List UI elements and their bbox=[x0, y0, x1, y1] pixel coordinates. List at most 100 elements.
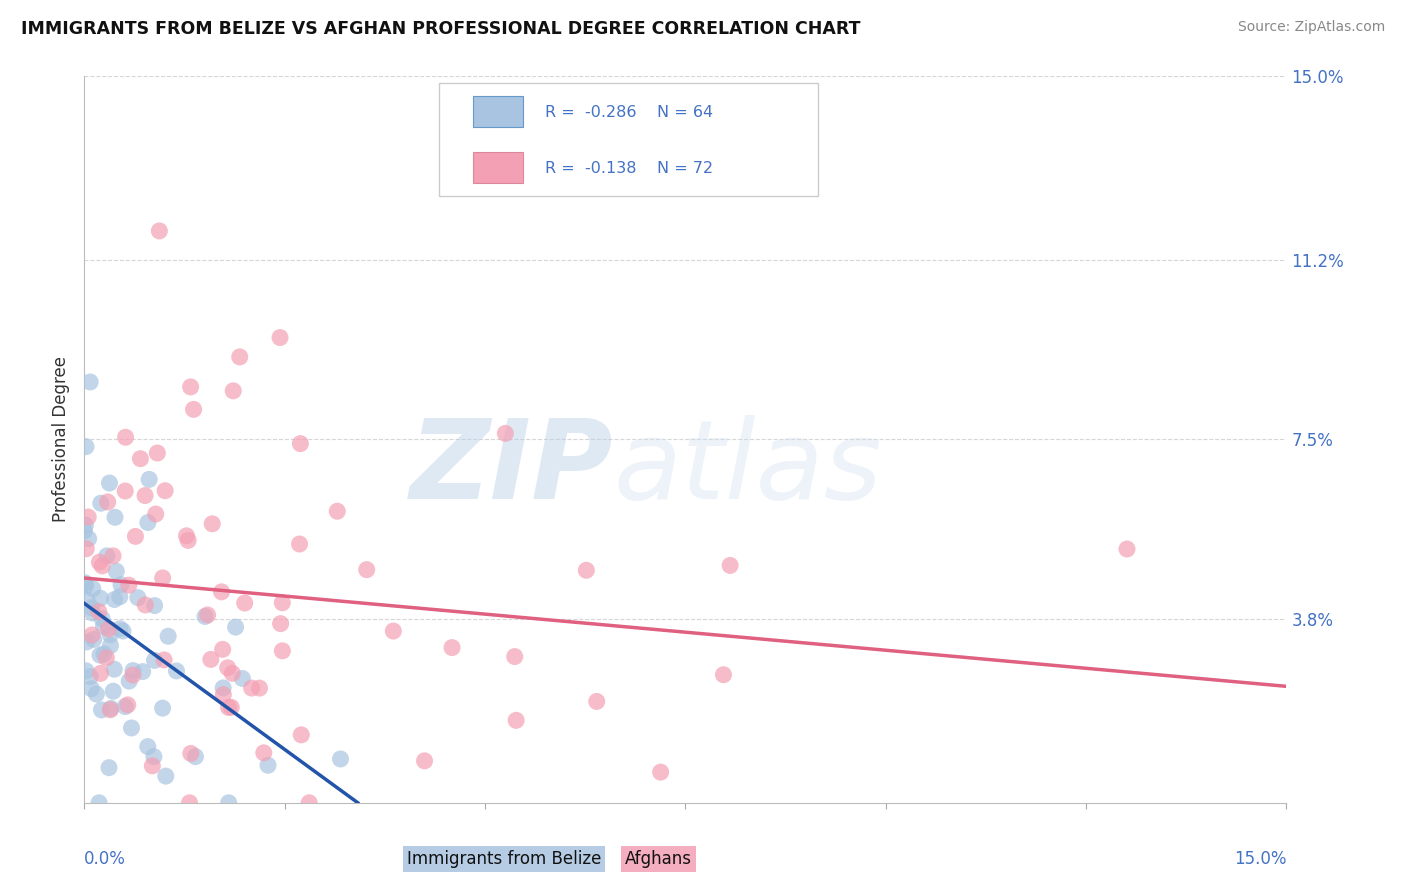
Y-axis label: Professional Degree: Professional Degree bbox=[52, 356, 70, 523]
Bar bbox=[472, 96, 523, 127]
Point bbox=[176, 529, 198, 543]
Point bbox=[127, 591, 149, 605]
Point bbox=[98, 628, 121, 642]
Point bbox=[356, 563, 378, 577]
Point bbox=[290, 436, 312, 450]
Point bbox=[118, 578, 141, 592]
Text: Afghans: Afghans bbox=[626, 850, 692, 868]
Point bbox=[290, 728, 312, 742]
Point bbox=[75, 579, 97, 593]
Point bbox=[108, 622, 131, 636]
Point bbox=[233, 596, 256, 610]
Point bbox=[269, 330, 291, 344]
Point bbox=[114, 430, 136, 444]
Point bbox=[650, 765, 672, 780]
Point bbox=[152, 701, 174, 715]
Point bbox=[183, 402, 205, 417]
Point bbox=[298, 796, 321, 810]
Point bbox=[89, 591, 111, 606]
Point bbox=[270, 616, 292, 631]
Point bbox=[221, 666, 243, 681]
Point bbox=[80, 600, 103, 615]
Text: R =  -0.138    N = 72: R = -0.138 N = 72 bbox=[544, 161, 713, 176]
Point bbox=[503, 649, 526, 664]
Text: 0.0%: 0.0% bbox=[84, 850, 127, 868]
Point bbox=[100, 701, 122, 715]
Point bbox=[1116, 541, 1139, 556]
Point bbox=[77, 510, 100, 524]
Point bbox=[253, 746, 276, 760]
Point bbox=[177, 533, 200, 548]
Point bbox=[75, 575, 97, 590]
Point bbox=[110, 578, 132, 592]
Text: Immigrants from Belize: Immigrants from Belize bbox=[406, 850, 602, 868]
Point bbox=[97, 495, 120, 509]
Point bbox=[143, 653, 166, 667]
Point bbox=[240, 681, 263, 695]
Point bbox=[75, 664, 97, 678]
Point bbox=[152, 571, 174, 585]
Point bbox=[91, 558, 114, 573]
Point bbox=[75, 518, 97, 533]
Point bbox=[180, 380, 202, 394]
Point bbox=[271, 596, 294, 610]
Point bbox=[129, 451, 152, 466]
Point bbox=[138, 472, 160, 486]
Point bbox=[134, 598, 156, 612]
Point bbox=[505, 714, 527, 728]
Point bbox=[82, 582, 104, 596]
Point bbox=[98, 475, 121, 490]
Point bbox=[218, 700, 240, 714]
Point bbox=[180, 747, 202, 761]
Text: atlas: atlas bbox=[613, 415, 882, 522]
Point bbox=[103, 684, 125, 698]
Point bbox=[96, 650, 118, 665]
Point bbox=[79, 670, 101, 684]
Point bbox=[118, 674, 141, 689]
FancyBboxPatch shape bbox=[439, 83, 818, 195]
Point bbox=[221, 700, 243, 714]
Point bbox=[122, 664, 145, 678]
Point bbox=[122, 668, 145, 682]
Point bbox=[101, 549, 124, 563]
Text: Source: ZipAtlas.com: Source: ZipAtlas.com bbox=[1237, 20, 1385, 34]
Text: R =  -0.286    N = 64: R = -0.286 N = 64 bbox=[544, 104, 713, 120]
Point bbox=[157, 629, 180, 643]
Point bbox=[288, 537, 311, 551]
Point bbox=[104, 510, 127, 524]
Point bbox=[494, 426, 516, 441]
Point bbox=[382, 624, 405, 638]
Point bbox=[103, 592, 125, 607]
Point bbox=[97, 622, 120, 636]
Point bbox=[98, 703, 121, 717]
Point bbox=[124, 529, 146, 543]
Point bbox=[91, 612, 114, 626]
Point bbox=[108, 590, 131, 604]
Point bbox=[145, 507, 167, 521]
Point bbox=[212, 688, 235, 702]
Point bbox=[80, 681, 103, 696]
Point bbox=[77, 532, 100, 546]
Point bbox=[713, 667, 735, 681]
Point bbox=[87, 796, 110, 810]
Point bbox=[80, 628, 103, 642]
Point bbox=[89, 666, 111, 681]
Point bbox=[212, 681, 235, 695]
Point bbox=[249, 681, 271, 695]
Point bbox=[153, 653, 176, 667]
Point bbox=[231, 672, 253, 686]
Point bbox=[211, 642, 233, 657]
Point bbox=[575, 563, 598, 577]
Point bbox=[114, 699, 136, 714]
Point bbox=[121, 721, 143, 735]
Point bbox=[194, 609, 217, 624]
Point bbox=[76, 593, 98, 607]
Point bbox=[76, 635, 98, 649]
Point bbox=[141, 759, 163, 773]
Point bbox=[111, 624, 134, 638]
Point bbox=[225, 620, 247, 634]
Point bbox=[166, 664, 188, 678]
Bar bbox=[472, 153, 523, 183]
Point bbox=[257, 758, 280, 772]
Text: 15.0%: 15.0% bbox=[1234, 850, 1286, 868]
